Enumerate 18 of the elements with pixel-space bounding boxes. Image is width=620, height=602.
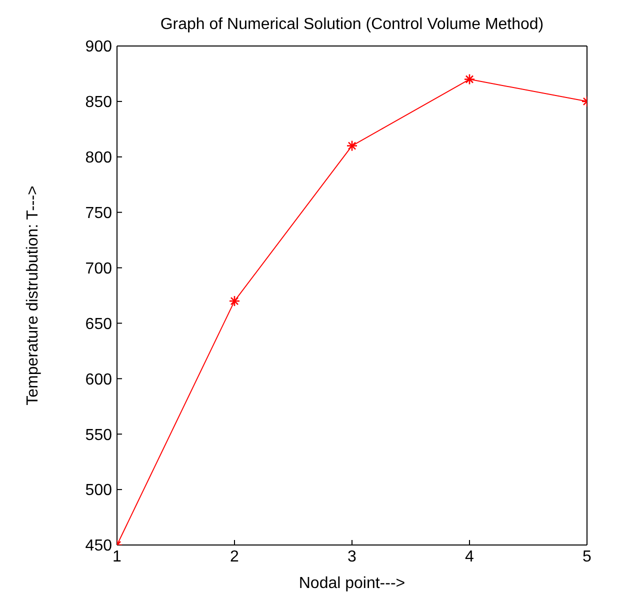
y-tick-label: 850 bbox=[85, 94, 112, 112]
x-tick-label: 1 bbox=[112, 548, 122, 566]
y-tick-label: 500 bbox=[85, 482, 112, 500]
x-tick-label: 2 bbox=[230, 548, 240, 566]
y-tick-label: 550 bbox=[85, 426, 112, 444]
y-tick-label: 800 bbox=[85, 150, 112, 167]
x-tick-label: 4 bbox=[465, 548, 474, 566]
y-tick-label: 750 bbox=[85, 205, 112, 222]
y-tick-label: 450 bbox=[85, 538, 112, 555]
x-axis-title: Nodal point---> bbox=[298, 575, 406, 592]
y-axis-title: Temperature distrubution: T---> bbox=[24, 186, 42, 406]
y-tick-label: 600 bbox=[85, 371, 112, 388]
x-tick-label: 5 bbox=[582, 548, 592, 566]
x-tick-label: 3 bbox=[348, 548, 357, 566]
y-tick-label: 700 bbox=[85, 260, 112, 278]
chart-title: Graph of Numerical Solution (Control Volume Method) bbox=[159, 16, 545, 34]
y-tick-label: 900 bbox=[85, 38, 112, 56]
y-tick-label: 650 bbox=[85, 316, 112, 333]
